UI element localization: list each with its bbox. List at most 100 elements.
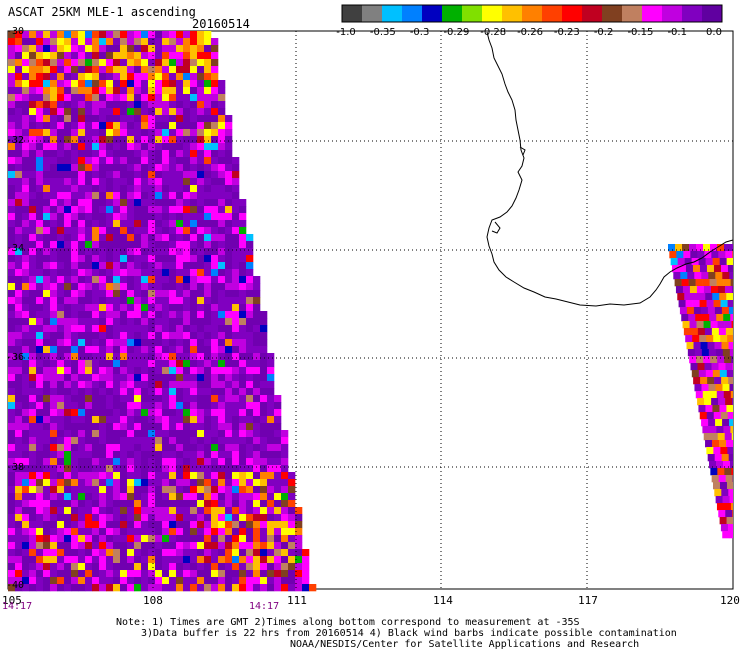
swath-cell <box>731 321 733 329</box>
swath-cell <box>15 94 23 102</box>
swath-cell <box>36 262 44 270</box>
swath-cell <box>197 353 205 361</box>
swath-cell <box>274 577 282 585</box>
swath-cell <box>57 556 65 564</box>
swath-cell <box>729 496 733 504</box>
swath-cell <box>57 129 65 137</box>
swath-cell <box>260 570 268 578</box>
swath-cell <box>155 101 163 109</box>
swath-cell <box>29 493 37 501</box>
swath-cell <box>106 234 114 242</box>
swath-cell <box>57 234 65 242</box>
swath-cell <box>57 521 65 529</box>
swath-cell <box>8 241 16 249</box>
swath-cell <box>120 437 128 445</box>
swath-cell <box>225 507 233 515</box>
legend-ticks: -1.0 -0.35 -0.3 -0.29 -0.28 -0.26 -0.23 -0.2 -0.… <box>336 27 722 38</box>
swath-cell <box>155 416 163 424</box>
swath-cell <box>253 549 261 557</box>
swath-cell <box>134 465 142 473</box>
swath-cell <box>190 45 198 53</box>
swath-cell <box>148 290 156 298</box>
swath-cell <box>197 507 205 515</box>
swath-cell <box>22 304 30 312</box>
swath-cell <box>36 80 44 88</box>
swath-cell <box>169 381 177 389</box>
swath-cell <box>204 542 212 550</box>
swath-cell <box>92 388 100 396</box>
swath-cell <box>155 108 163 116</box>
swath-cell <box>729 349 733 357</box>
swath-cell <box>197 157 205 165</box>
swath-cell <box>29 283 37 291</box>
swath-cell <box>57 185 65 193</box>
swath-cell <box>246 556 254 564</box>
swath-cell <box>197 276 205 284</box>
swath-cell <box>706 265 715 273</box>
swath-cell <box>71 45 79 53</box>
swath-cell <box>22 157 30 165</box>
swath-cell <box>113 507 121 515</box>
legend-swatch <box>662 5 683 22</box>
swath-cell <box>8 164 16 172</box>
swath-cell <box>22 458 30 466</box>
swath-cell <box>113 409 121 417</box>
swath-cell <box>22 143 30 151</box>
swath-cell <box>232 486 240 494</box>
swath-cell <box>57 150 65 158</box>
swath-cell <box>288 549 296 557</box>
swath-cell <box>169 108 177 116</box>
swath-cell <box>696 356 704 364</box>
swath-cell <box>190 122 198 130</box>
swath-cell <box>211 122 219 130</box>
swath-cell <box>36 353 44 361</box>
swath-cell <box>225 556 233 564</box>
swath-cell <box>718 475 726 483</box>
swath-cell <box>127 437 135 445</box>
swath-cell <box>260 542 268 550</box>
swath-cell <box>134 535 142 543</box>
swath-cell <box>99 507 107 515</box>
swath-cell <box>141 409 149 417</box>
legend-swatch <box>522 5 543 22</box>
swath-cell <box>274 486 282 494</box>
swath-cell <box>113 472 121 480</box>
swath-cell <box>29 346 37 354</box>
swath-cell <box>120 122 128 130</box>
swath-cell <box>113 129 121 137</box>
swath-cell <box>29 213 37 221</box>
swath-cell <box>239 248 247 256</box>
swath-cell <box>197 108 205 116</box>
swath-cell <box>218 493 226 501</box>
swath-cell <box>218 458 226 466</box>
swath-cell <box>22 136 30 144</box>
swath-cell <box>15 290 23 298</box>
swath-cell <box>253 528 261 536</box>
swath-cell <box>22 234 30 242</box>
swath-cell <box>183 570 191 578</box>
swath-cell <box>267 374 275 382</box>
swath-cell <box>211 486 219 494</box>
swath-cell <box>120 381 128 389</box>
swath-cell <box>218 269 226 277</box>
swath-cell <box>113 206 121 214</box>
swath-cell <box>120 178 128 186</box>
swath-cell <box>57 108 65 116</box>
swath-cell <box>85 304 93 312</box>
swath-cell <box>134 360 142 368</box>
swath-cell <box>197 528 205 536</box>
time-label-left: 14:17 <box>2 601 33 612</box>
swath-cell <box>176 549 184 557</box>
swath-cell <box>92 122 100 130</box>
swath-cell <box>99 115 107 123</box>
swath-cell <box>155 143 163 151</box>
swath-cell <box>162 185 170 193</box>
swath-cell <box>190 556 198 564</box>
swath-cell <box>232 444 240 452</box>
swath-cell <box>64 192 72 200</box>
swath-cell <box>141 122 149 130</box>
swath-cell <box>687 349 696 357</box>
swath-cell <box>162 276 170 284</box>
swath-cell <box>106 290 114 298</box>
swath-cell <box>22 59 30 67</box>
